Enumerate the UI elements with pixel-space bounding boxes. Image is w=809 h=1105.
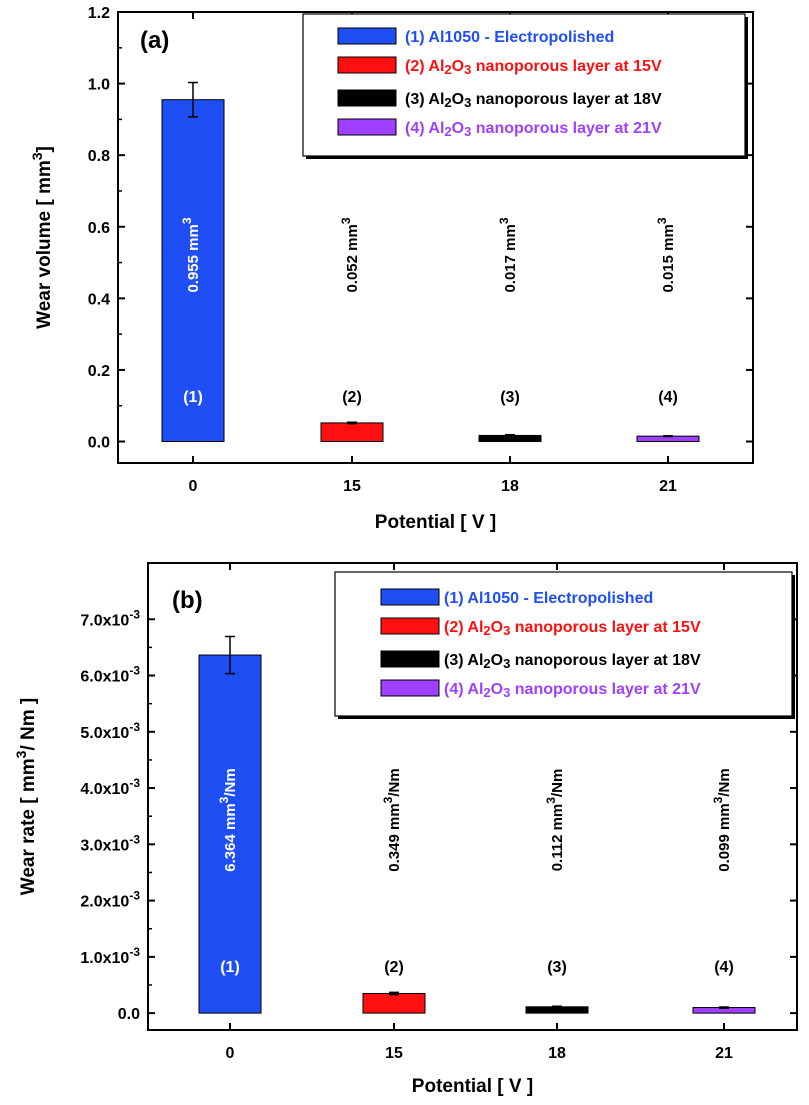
- y-tick-label: 0.0: [88, 435, 110, 452]
- legend-swatch: [337, 89, 397, 107]
- y-tick-label: 3.0x10-3: [80, 832, 140, 854]
- value-label: 0.955 mm3: [180, 217, 202, 292]
- x-tick-label: 18: [501, 478, 519, 495]
- y-tick-label: 7.0x10-3: [80, 607, 140, 629]
- x-tick-label: 21: [715, 1045, 733, 1062]
- bar-number: (4): [714, 959, 734, 976]
- y-tick-label: 2.0x10-3: [80, 889, 140, 911]
- chart-panel-b: 0.0 1.0x10-3 2.0x10-3 3.0x10-3 4.0x10-3 5.0x1…: [13, 562, 798, 1097]
- y-tick-label: 0.4: [88, 291, 110, 308]
- legend-entry: (2) Al2O3 nanoporous layer at 15V: [405, 58, 662, 77]
- bar-number: (3): [500, 389, 520, 406]
- value-label: 6.364 mm3/Nm: [217, 768, 239, 871]
- y-tick-label: 1.0: [88, 77, 110, 94]
- legend-swatch: [337, 118, 397, 136]
- y-tick-label: 5.0x10-3: [80, 720, 140, 742]
- x-tick-label: 0: [189, 478, 198, 495]
- value-label: 0.112 mm3/Nm: [544, 769, 566, 872]
- y-tick-label: 6.0x10-3: [80, 664, 140, 686]
- legend-swatch: [337, 27, 397, 45]
- y-axis-title: Wear volume [ mm3]: [29, 146, 55, 329]
- y-tick-label: 0.2: [88, 363, 110, 380]
- legend-entry: (4) Al2O3 nanoporous layer at 21V: [444, 681, 701, 700]
- legend-swatch: [337, 56, 397, 74]
- bar: [362, 992, 426, 1014]
- x-axis-title: Potential [ V ]: [412, 1076, 533, 1097]
- y-axis-title: Wear rate [ mm3/ Nm ]: [13, 698, 39, 896]
- value-label: 0.052 mm3: [339, 217, 361, 292]
- x-tick-label: 15: [343, 478, 361, 495]
- y-tick-label: 4.0x10-3: [80, 776, 140, 798]
- panel-label: (a): [140, 27, 169, 54]
- value-label: 0.349 mm3/Nm: [381, 768, 403, 871]
- y-tick-label: 1.0x10-3: [80, 945, 140, 967]
- bar-number: (2): [342, 389, 362, 406]
- plot-frame: [117, 11, 754, 464]
- x-axis-title: Potential [ V ]: [375, 512, 496, 533]
- bar-number: (1): [220, 959, 240, 976]
- panel-label: (b): [172, 587, 203, 614]
- bar-number: (3): [547, 959, 567, 976]
- y-tick-label: 0.0: [118, 1006, 140, 1023]
- legend-entry: (1) Al1050 - Electropolished: [405, 29, 614, 46]
- bar-number: (4): [658, 389, 678, 406]
- plot-frame: [147, 562, 798, 1031]
- legend-swatch: [380, 650, 440, 668]
- bar: [198, 654, 262, 1014]
- value-label: 0.017 mm3: [497, 217, 519, 292]
- x-tick-label: 18: [548, 1045, 566, 1062]
- y-tick-label: 0.6: [88, 220, 110, 237]
- legend-swatch: [380, 679, 440, 697]
- legend-swatch: [380, 617, 440, 635]
- legend-entry: (4) Al2O3 nanoporous layer at 21V: [405, 120, 662, 139]
- bar: [320, 422, 384, 443]
- bar: [161, 99, 225, 443]
- bar-number: (1): [183, 389, 203, 406]
- legend-entry: (3) Al2O3 nanoporous layer at 18V: [405, 91, 662, 110]
- x-tick-label: 21: [659, 478, 677, 495]
- value-label: 0.099 mm3/Nm: [711, 768, 733, 871]
- x-tick-label: 15: [385, 1045, 403, 1062]
- value-label: 0.015 mm3: [655, 217, 677, 292]
- legend-entry: (1) Al1050 - Electropolished: [444, 590, 653, 607]
- bar-number: (2): [384, 959, 404, 976]
- x-tick-label: 0: [226, 1045, 235, 1062]
- legend-entry: (3) Al2O3 nanoporous layer at 18V: [444, 652, 701, 671]
- y-tick-label: 0.8: [88, 148, 110, 165]
- legend-entry: (2) Al2O3 nanoporous layer at 15V: [444, 619, 701, 638]
- legend-swatch: [380, 588, 440, 606]
- y-tick-label: 1.2: [88, 5, 110, 22]
- chart-panel-a: 0.0 0.2 0.4 0.6 0.8 1.0 1.2 0 0.955 mm3 (1) 15 0.05…: [29, 5, 754, 533]
